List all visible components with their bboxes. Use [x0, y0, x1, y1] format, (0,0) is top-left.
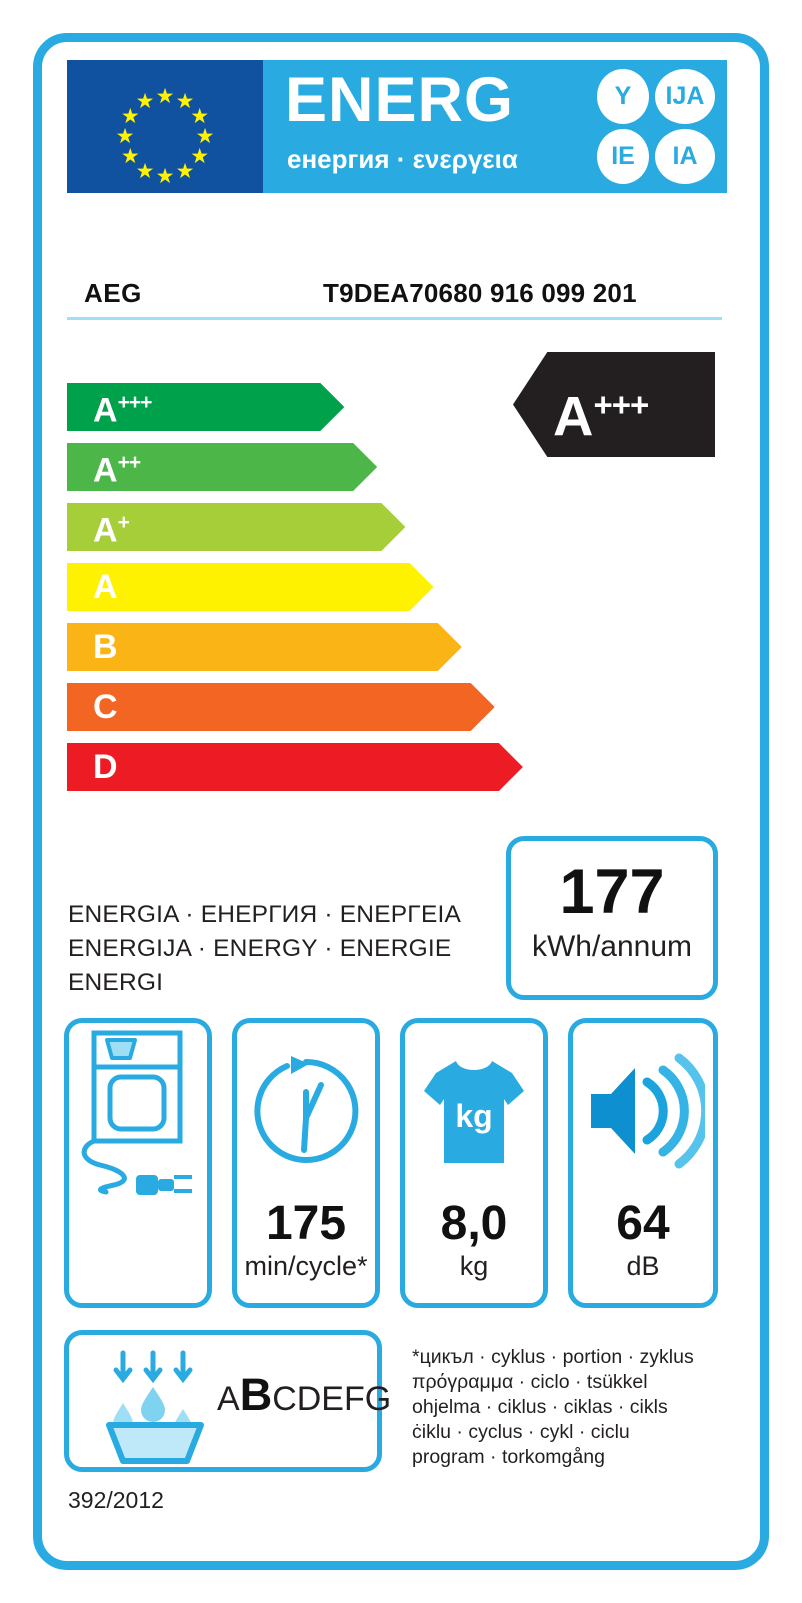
energy-class-bar: A+++: [67, 383, 344, 431]
annual-energy-unit: kWh/annum: [531, 930, 693, 963]
awarded-class-text: A+++: [553, 352, 649, 457]
energia-line-3: ENERGI: [68, 969, 164, 996]
noise-unit: dB: [626, 1251, 660, 1281]
eu-flag: ★ ★ ★ ★ ★ ★ ★ ★ ★ ★ ★ ★: [67, 60, 263, 193]
annual-energy-value: 177: [559, 857, 665, 927]
water-basin-drops-icon: [95, 1347, 215, 1465]
energ-subtitle: енергия · ενεργεια: [287, 144, 518, 174]
cond-classes-before: A: [217, 1380, 240, 1418]
footnote-line-3: ohjelma · ciklus · ciklas · cikls: [412, 1396, 668, 1418]
footnote-line-4: ċiklu · cyclus · cykl · ciclu: [412, 1421, 630, 1443]
speaker-icon: [573, 1023, 713, 1198]
awarded-energy-class: A+++: [513, 352, 715, 457]
noise-box: 64 dB: [568, 1018, 718, 1308]
energy-class-bar-shape: [67, 623, 462, 671]
energy-class-bar: A++: [67, 443, 377, 491]
cycle-time-value: 175: [265, 1197, 347, 1250]
capacity-unit: kg: [459, 1251, 489, 1281]
condensation-efficiency-box: ABCDEFG: [64, 1330, 391, 1472]
lang-circle-ia: IA: [655, 129, 715, 184]
model-identifier: T9DEA70680 916 099 201: [323, 278, 637, 308]
clock-icon: [237, 1023, 375, 1198]
brand-model-row: AEG T9DEA70680 916 099 201: [67, 278, 727, 314]
svg-text:kg: kg: [455, 1098, 492, 1134]
water-basin-svg: [106, 1350, 204, 1464]
energy-class-bar: D: [67, 743, 523, 791]
energy-class-bar-label: B: [93, 628, 118, 666]
energy-class-bar: A: [67, 563, 434, 611]
energy-class-bar: B: [67, 623, 462, 671]
energy-class-bar-shape: [67, 563, 434, 611]
energia-line-2: ENERGIJA · ENERGY · ENERGIE: [68, 935, 452, 962]
tshirt-kg-icon: kg: [405, 1023, 543, 1198]
energy-class-bar-shape: [67, 383, 344, 431]
brand-name: AEG: [84, 278, 142, 308]
condensation-class-scale: ABCDEFG: [217, 1369, 391, 1421]
dryer-appliance-box: [64, 1018, 212, 1308]
cycle-footnote: *цикъл · cyklus · portion · zyklus πρόγρ…: [412, 1345, 712, 1470]
award-arrow-shape: [513, 352, 715, 457]
energ-wordmark: ENERG: [285, 65, 515, 135]
brand-divider: [67, 317, 722, 320]
footnote-line-1: *цикъл · cyklus · portion · zyklus: [412, 1346, 694, 1368]
energy-class-bar-label: A: [93, 568, 118, 606]
down-arrows-icon: [113, 1350, 193, 1384]
cond-class-awarded: B: [239, 1369, 273, 1420]
lang-circle-ija: IJA: [655, 69, 715, 124]
energy-class-scale: A+++ A++ A+ A B C D: [67, 383, 537, 798]
awarded-class-letter: A: [553, 384, 594, 448]
regulation-number: 392/2012: [68, 1487, 164, 1513]
tumble-dryer-plug-icon: [69, 1023, 207, 1198]
awarded-class-plus: +++: [593, 386, 649, 423]
cycle-time-box: 175 min/cycle*: [232, 1018, 380, 1308]
lang-circle-ie: IE: [597, 129, 649, 184]
noise-value: 64: [616, 1197, 670, 1250]
capacity-box: kg 8,0 kg: [400, 1018, 548, 1308]
plug-icon: [136, 1174, 192, 1195]
tshirt-svg: kg: [424, 1060, 524, 1163]
cycle-time-unit: min/cycle*: [244, 1251, 368, 1281]
energy-class-bar-label: A+: [93, 511, 130, 550]
language-circles: Y IJA IE IA: [597, 69, 719, 185]
speaker-svg: [591, 1053, 705, 1168]
capacity-value: 8,0: [440, 1197, 508, 1250]
label-header: ★ ★ ★ ★ ★ ★ ★ ★ ★ ★ ★ ★ ENERG енергия · ενεργεια Y …: [67, 60, 727, 193]
footnote-line-2: πρόγραμμα · ciclo · tsükkel: [412, 1371, 648, 1393]
cond-classes-after: CDEFG: [272, 1380, 392, 1418]
tumble-dryer-plug-svg: [81, 1030, 192, 1195]
energy-class-bar-label: C: [93, 688, 118, 726]
energy-class-bar-shape: [67, 503, 405, 551]
energy-class-bar-shape: [67, 683, 495, 731]
energy-class-bar-label: A+++: [93, 391, 152, 430]
annual-energy-box: 177 kWh/annum: [506, 836, 718, 1000]
energy-class-bar: A+: [67, 503, 405, 551]
energy-class-bar-shape: [67, 743, 523, 791]
label-outer-frame: [33, 33, 769, 1570]
clock-svg: [254, 1055, 359, 1163]
energy-class-bar-label: D: [93, 748, 118, 786]
energy-class-bar-label: A++: [93, 451, 141, 490]
footnote-line-5: program · torkomgång: [412, 1446, 605, 1468]
energ-banner: ENERG енергия · ενεργεια Y IJA IE IA: [263, 60, 727, 193]
energy-class-bar-shape: [67, 443, 377, 491]
energia-multilingual: ENERGIA · ЕНЕРГИЯ · ΕΝΕΡΓΕΙΑ ENERGIJA · …: [68, 898, 488, 1000]
energy-class-bar: C: [67, 683, 495, 731]
energia-line-1: ENERGIA · ЕНЕРГИЯ · ΕΝΕΡΓΕΙΑ: [68, 901, 462, 928]
lang-circle-y: Y: [597, 69, 649, 124]
